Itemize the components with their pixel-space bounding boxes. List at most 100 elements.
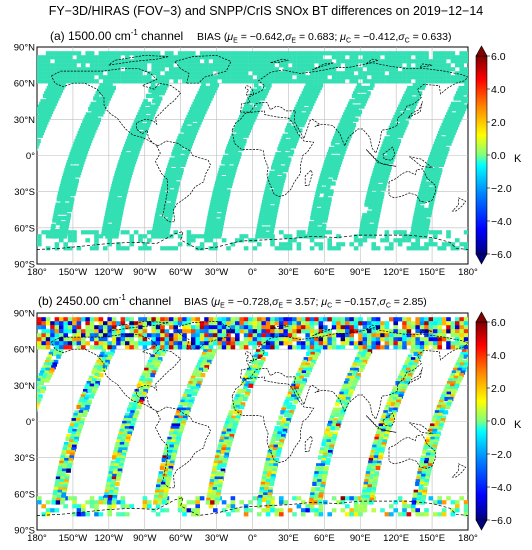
lon-tick-label: 90°W (133, 267, 156, 278)
lon-tick-label: 60°E (314, 267, 335, 278)
lon-tick-label: 0° (248, 267, 257, 278)
coastline (240, 328, 468, 420)
lat-tick-label: 30°N (14, 115, 35, 126)
coastline (51, 68, 182, 147)
lat-tick-label: 90°S (14, 526, 35, 537)
lon-tick-label: 150°E (419, 533, 445, 544)
coastline (451, 463, 467, 478)
coastline (382, 412, 396, 427)
colorbar-a-unit: K (514, 153, 522, 165)
colorbar-tick-label: 4.0 (491, 84, 506, 96)
coastline (409, 422, 434, 435)
coastline (51, 334, 182, 413)
colorbar-tick-label: 4.0 (491, 350, 506, 362)
coastline (304, 169, 313, 186)
figure-title: FY−3D/HIRAS (FOV−3) and SNPP/CrIS SNOx B… (49, 4, 484, 18)
coastline (174, 321, 232, 350)
coastline (365, 324, 379, 331)
lon-tick-label: 150°E (419, 267, 445, 278)
lat-tick-label: 90°S (14, 260, 35, 271)
panel-a-label: (a) 1500.00 cm-1 channel (50, 28, 183, 43)
coastline-antarctica (37, 230, 468, 250)
coastline (244, 351, 255, 362)
coastline (382, 146, 396, 161)
colorbar-tick-label: −6.0 (491, 249, 512, 261)
coastline (108, 321, 169, 332)
coastline (365, 415, 397, 433)
lon-tick-label: 120°E (383, 267, 409, 278)
lon-tick-label: 30°W (205, 533, 228, 544)
coastline (108, 55, 169, 66)
lon-tick-label: 60°W (169, 533, 192, 544)
lon-tick-label: 30°E (278, 267, 299, 278)
coastline (240, 62, 468, 154)
map-b-lon-labels: 180° 150°W 120°W 90°W 60°W 30°W 0° 30°E 60°E 90°E… (27, 533, 478, 544)
coastline-antarctica (37, 496, 468, 516)
lat-tick-label: 60°N (14, 345, 35, 356)
map-b-lat-labels: 90°N 60°N 30°N 0° 30°S 60°S 90°S (14, 309, 35, 537)
coastline (451, 197, 467, 212)
lon-tick-label: 90°E (350, 267, 371, 278)
lat-tick-label: 60°S (14, 489, 35, 500)
map-a-data-swaths (37, 51, 468, 251)
coastline (388, 168, 437, 203)
panel-a: (a) 1500.00 cm-1 channel BIAS (μE = −0.6… (14, 28, 522, 278)
colorbar-tick-label: −2.0 (491, 183, 512, 195)
lon-tick-label: 180° (458, 267, 478, 278)
coastline (365, 58, 379, 65)
coastline (244, 85, 255, 96)
colorbar-tick-label: 6.0 (491, 51, 506, 63)
colorbar-b-unit: K (514, 419, 522, 431)
colorbar-tick-label: −6.0 (491, 515, 512, 527)
lon-tick-label: 180° (458, 533, 478, 544)
colorbar-tick-label: 0.0 (491, 416, 506, 428)
lat-tick-label: 90°N (14, 43, 35, 54)
map-a-coastlines (37, 55, 468, 250)
coastline (407, 367, 423, 385)
coastline (231, 376, 315, 463)
coastline (155, 140, 211, 223)
map-a-lon-labels: 180° 150°W 120°W 90°W 60°W 30°W 0° 30°E 60°E 90°E… (27, 267, 478, 278)
map-b-coastlines (37, 321, 468, 516)
coastline (270, 58, 289, 64)
lat-tick-label: 60°N (14, 79, 35, 90)
colorbar-tick-label: −2.0 (491, 449, 512, 461)
colorbar-tick-label: 6.0 (491, 317, 506, 329)
colorbar-b: 6.0 4.0 2.0 0.0 −2.0 −4.0 −6.0 K (475, 311, 522, 531)
coastline (388, 434, 437, 469)
lon-tick-label: 90°W (133, 533, 156, 544)
lon-tick-label: 180° (27, 533, 47, 544)
lat-tick-label: 0° (26, 151, 35, 162)
lon-tick-label: 60°W (169, 267, 192, 278)
map-a-lat-labels: 90°N 60°N 30°N 0° 30°S 60°S 90°S (14, 43, 35, 271)
lon-tick-label: 120°W (95, 533, 124, 544)
colorbar-a: 6.0 4.0 2.0 0.0 −2.0 −4.0 −6.0 K (475, 45, 522, 265)
lat-tick-label: 30°S (14, 187, 35, 198)
panel-b: (b) 2450.00 cm-1 channel BIAS (μE = −0.7… (14, 293, 522, 544)
coastline (419, 63, 433, 68)
panel-b-label: (b) 2450.00 cm-1 channel (38, 293, 171, 308)
colorbar-tick-label: 2.0 (491, 117, 506, 129)
coastline (174, 55, 232, 84)
colorbar-tick-label: −4.0 (491, 216, 512, 228)
lon-tick-label: 150°W (59, 533, 88, 544)
coastline (270, 324, 289, 330)
coastline (304, 435, 313, 452)
panel-b-bias-stats: BIAS (μE = −0.728,σE = 3.57; μC = −0.157… (184, 296, 427, 310)
coastline (419, 329, 433, 334)
panel-a-bias-stats: BIAS (μE = −0.642,σE = 0.683; μC = −0.41… (197, 31, 451, 45)
coastline (365, 149, 397, 167)
coastline (155, 406, 211, 489)
lon-tick-label: 120°E (383, 533, 409, 544)
lat-tick-label: 30°S (14, 453, 35, 464)
lon-tick-label: 90°E (350, 533, 371, 544)
lon-tick-label: 30°W (205, 267, 228, 278)
lat-tick-label: 90°N (14, 309, 35, 320)
coastline (409, 156, 434, 169)
coastline (312, 62, 335, 71)
lon-tick-label: 180° (27, 267, 47, 278)
lat-tick-label: 0° (26, 417, 35, 428)
lon-tick-label: 0° (248, 533, 257, 544)
colorbar-tick-label: 2.0 (491, 383, 506, 395)
